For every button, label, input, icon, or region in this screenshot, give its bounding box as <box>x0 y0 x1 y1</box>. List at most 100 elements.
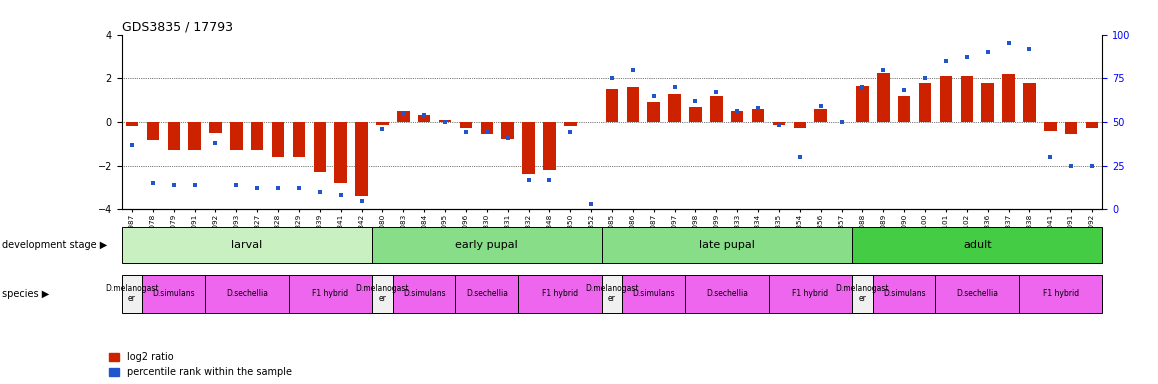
Bar <box>668 94 681 122</box>
Point <box>1020 45 1039 51</box>
Bar <box>251 122 264 150</box>
Bar <box>960 76 973 122</box>
Bar <box>689 107 702 122</box>
Point <box>645 93 664 99</box>
Point <box>687 98 705 104</box>
Point <box>498 134 516 141</box>
Bar <box>293 122 306 157</box>
Text: early pupal: early pupal <box>455 240 518 250</box>
FancyBboxPatch shape <box>205 275 288 313</box>
FancyBboxPatch shape <box>601 275 623 313</box>
Bar <box>460 122 472 129</box>
Text: F1 hybrid: F1 hybrid <box>313 289 349 298</box>
Bar <box>189 122 200 150</box>
Text: larval: larval <box>232 240 263 250</box>
Point <box>394 110 412 116</box>
Point <box>1083 162 1101 169</box>
Point <box>624 66 643 73</box>
Text: D.sechellia: D.sechellia <box>226 289 267 298</box>
Bar <box>752 109 764 122</box>
Bar <box>1086 122 1098 129</box>
Bar <box>230 122 243 150</box>
Bar <box>772 122 785 125</box>
FancyBboxPatch shape <box>518 275 601 313</box>
Point <box>519 177 537 183</box>
Bar <box>210 122 222 133</box>
Point <box>164 182 183 188</box>
Bar <box>126 122 138 126</box>
Point <box>227 182 245 188</box>
Point <box>958 54 976 60</box>
FancyBboxPatch shape <box>393 275 455 313</box>
Point <box>874 66 893 73</box>
Text: F1 hybrid: F1 hybrid <box>792 289 828 298</box>
FancyBboxPatch shape <box>455 275 518 313</box>
Bar <box>918 83 931 122</box>
FancyBboxPatch shape <box>122 275 142 313</box>
Point <box>248 185 266 191</box>
Point <box>206 140 225 146</box>
Point <box>310 189 329 195</box>
Point <box>749 105 768 111</box>
Text: D.simulans: D.simulans <box>632 289 675 298</box>
Bar <box>606 89 618 122</box>
Text: D.melanogast
er: D.melanogast er <box>585 284 639 303</box>
Point <box>456 129 475 136</box>
Bar <box>897 96 910 122</box>
Text: D.simulans: D.simulans <box>403 289 446 298</box>
FancyBboxPatch shape <box>623 275 686 313</box>
Point <box>708 89 726 95</box>
Point <box>373 126 391 132</box>
Point <box>581 201 600 207</box>
Text: F1 hybrid: F1 hybrid <box>1042 289 1079 298</box>
Bar <box>710 96 723 122</box>
Text: D.sechellia: D.sechellia <box>466 289 508 298</box>
Text: adult: adult <box>963 240 991 250</box>
Bar <box>272 122 285 157</box>
Bar <box>168 122 179 150</box>
Bar <box>856 86 868 122</box>
FancyBboxPatch shape <box>288 275 372 313</box>
Bar <box>939 76 952 122</box>
Bar <box>356 122 368 196</box>
Point <box>979 49 997 55</box>
Bar <box>814 109 827 122</box>
FancyBboxPatch shape <box>936 275 1019 313</box>
Point <box>185 182 204 188</box>
Bar <box>481 122 493 134</box>
Text: D.melanogast
er: D.melanogast er <box>836 284 889 303</box>
Point <box>833 119 851 125</box>
Bar <box>626 87 639 122</box>
FancyBboxPatch shape <box>852 227 1102 263</box>
Bar <box>647 102 660 122</box>
Bar <box>418 115 431 122</box>
Bar <box>314 122 327 172</box>
Point <box>290 185 308 191</box>
Bar <box>981 83 994 122</box>
Bar <box>731 111 743 122</box>
Text: D.melanogast
er: D.melanogast er <box>105 284 159 303</box>
Point <box>999 40 1018 46</box>
Point <box>602 75 621 81</box>
Bar <box>564 122 577 126</box>
FancyBboxPatch shape <box>873 275 936 313</box>
Point <box>791 154 809 160</box>
Point <box>770 122 789 129</box>
Text: F1 hybrid: F1 hybrid <box>542 289 578 298</box>
Point <box>895 88 914 94</box>
Point <box>352 197 371 204</box>
Bar <box>376 122 389 125</box>
FancyBboxPatch shape <box>769 275 852 313</box>
Point <box>144 180 162 186</box>
Point <box>477 129 496 136</box>
Bar <box>335 122 347 183</box>
Bar <box>1024 83 1035 122</box>
Point <box>666 84 684 90</box>
FancyBboxPatch shape <box>686 275 769 313</box>
Point <box>435 119 454 125</box>
Text: species ▶: species ▶ <box>2 289 50 299</box>
FancyBboxPatch shape <box>372 275 393 313</box>
Point <box>853 84 872 90</box>
FancyBboxPatch shape <box>372 227 601 263</box>
FancyBboxPatch shape <box>852 275 873 313</box>
